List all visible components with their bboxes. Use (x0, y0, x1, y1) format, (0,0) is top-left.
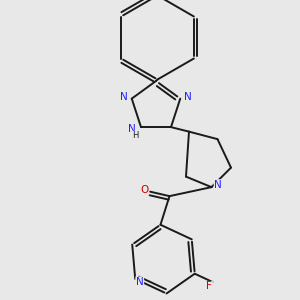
Text: N: N (184, 92, 192, 102)
Text: H: H (132, 131, 138, 140)
Text: F: F (206, 281, 212, 292)
Text: N: N (120, 92, 128, 102)
Text: N: N (128, 124, 136, 134)
Text: O: O (140, 185, 149, 195)
Text: N: N (136, 277, 144, 287)
Text: N: N (214, 180, 222, 190)
